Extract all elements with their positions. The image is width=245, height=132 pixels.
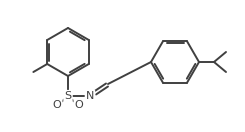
Text: O: O <box>75 100 83 110</box>
Text: S: S <box>64 91 72 101</box>
Text: O: O <box>53 100 61 110</box>
Text: N: N <box>86 91 94 101</box>
